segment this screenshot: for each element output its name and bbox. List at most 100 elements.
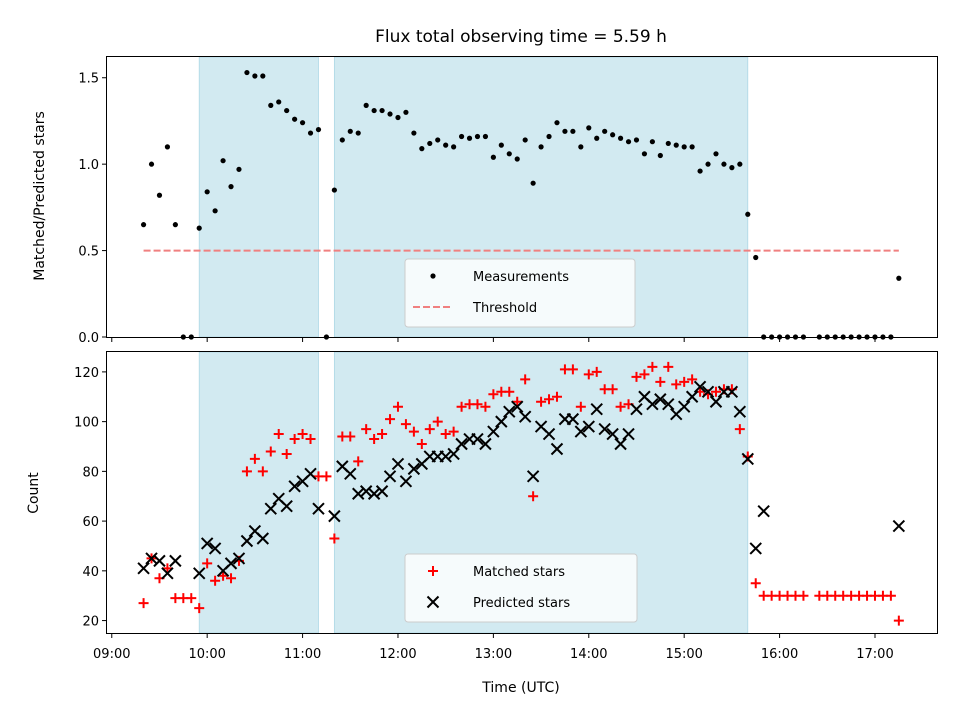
- matched-stars-point: [472, 399, 483, 410]
- predicted-stars-point: [208, 542, 222, 555]
- measurements-point: [212, 208, 218, 214]
- measurements-point: [387, 111, 393, 117]
- count-panel-ylabel: Count: [26, 472, 42, 514]
- measurements-point: [220, 158, 226, 164]
- measurements-point: [530, 180, 536, 186]
- predicted-stars-point: [399, 475, 413, 488]
- matched-stars-point: [504, 386, 515, 397]
- predicted-stars-point: [701, 385, 715, 398]
- matched-stars-point: [377, 429, 388, 440]
- matched-stars-point: [710, 386, 721, 397]
- predicted-stars-point: [391, 457, 405, 471]
- matched-stars-point: [520, 374, 531, 385]
- matched-stars-point: [456, 401, 467, 412]
- predicted-stars-point: [407, 462, 421, 476]
- measurements-point: [649, 139, 655, 145]
- matched-stars-point: [138, 598, 149, 609]
- measurements-point: [307, 130, 314, 136]
- predicted-stars-point: [654, 393, 667, 406]
- measurements-point: [276, 99, 282, 105]
- count-panel-marks: [137, 361, 906, 626]
- count-ytick-label: 100: [74, 416, 99, 431]
- matched-stars-point: [345, 431, 356, 442]
- predicted-stars-point: [892, 519, 906, 533]
- predicted-stars-point: [455, 437, 468, 451]
- predicted-stars-point: [471, 432, 484, 446]
- measurements-point: [196, 225, 202, 231]
- matched-stars-point: [361, 424, 372, 435]
- predicted-stars-point: [606, 427, 619, 441]
- ratio-panel-ylabel: Matched/Predicted stars: [32, 111, 48, 281]
- matched-stars-point: [671, 379, 682, 390]
- matched-stars-point: [369, 434, 380, 445]
- predicted-stars-point: [145, 552, 158, 565]
- measurements-point: [411, 130, 417, 136]
- measurements-point: [458, 133, 465, 140]
- predicted-stars-point: [503, 405, 516, 418]
- predicted-stars-point: [574, 425, 588, 438]
- measurements-point: [363, 102, 369, 108]
- predicted-stars-point: [193, 567, 206, 580]
- ratio-ytick-label: 0.5: [78, 245, 99, 260]
- measurements-point: [657, 152, 663, 159]
- predicted-stars-point: [312, 502, 325, 515]
- predicted-stars-point: [630, 402, 643, 416]
- measurements-point: [347, 128, 353, 134]
- predicted-stars-point: [757, 504, 770, 518]
- measurements-point: [562, 128, 568, 134]
- measurements-point: [331, 187, 337, 193]
- matched-stars-point: [528, 491, 539, 502]
- predicted-stars-point: [526, 470, 540, 483]
- measurements-point: [474, 133, 481, 140]
- count-ytick-label: 120: [74, 366, 99, 381]
- measurements-point: [443, 142, 449, 148]
- measurements-point: [435, 137, 441, 143]
- count-panel-ticks: 20 40 60 80 100 120 09:00 10:00 11:00 12:00 13:00 1…: [74, 366, 894, 662]
- measurements-point: [466, 135, 473, 141]
- predicted-stars-point: [367, 487, 381, 500]
- matched-stars-point: [432, 416, 443, 427]
- measurements-point: [252, 73, 258, 79]
- predicted-stars-point: [137, 562, 150, 575]
- ratio-panel: 0.0 0.5 1.0 1.5 Matched/Predicted stars Mea…: [32, 56, 938, 346]
- matched-stars-point: [798, 590, 809, 601]
- matched-stars-point: [575, 401, 586, 412]
- measurements-point: [633, 137, 640, 143]
- matched-stars-point: [536, 396, 547, 407]
- measurements-point: [665, 140, 671, 147]
- measurements-point: [697, 168, 703, 174]
- measurements-point: [729, 165, 735, 171]
- matched-stars-point: [186, 593, 197, 604]
- matched-stars-point: [734, 424, 745, 435]
- measurements-point: [625, 139, 632, 145]
- legend-matched-stars-label: Matched stars: [473, 565, 565, 580]
- matched-stars-point: [687, 374, 698, 385]
- predicted-stars-point: [662, 398, 675, 411]
- legend-measurements-label: Measurements: [473, 270, 569, 285]
- matched-stars-point: [353, 456, 364, 467]
- xtick-label: 14:00: [570, 647, 607, 662]
- ratio-ytick-label: 0.0: [78, 331, 99, 346]
- matched-stars-point: [591, 366, 602, 377]
- matched-stars-point: [408, 426, 419, 437]
- ratio-panel-legend: Measurements Threshold: [404, 258, 636, 328]
- measurements-point: [156, 192, 163, 198]
- count-observing-span-1: [198, 351, 319, 634]
- matched-stars-point: [448, 426, 459, 437]
- legend-predicted-stars-marker: [426, 595, 440, 609]
- measurements-point: [721, 161, 727, 167]
- measurements-point: [554, 120, 560, 126]
- predicted-stars-point: [288, 480, 301, 493]
- matched-stars-point: [440, 429, 451, 440]
- measurements-point: [339, 137, 345, 143]
- matched-stars-point: [424, 424, 435, 435]
- predicted-stars-point: [495, 415, 508, 428]
- measurements-point: [745, 211, 751, 217]
- measurements-point: [140, 222, 147, 228]
- matched-stars-point: [750, 578, 761, 589]
- legend-predicted-stars-label: Predicted stars: [473, 596, 570, 611]
- predicted-stars-point: [169, 554, 182, 568]
- predicted-stars-point: [511, 400, 524, 413]
- measurements-point: [498, 142, 504, 148]
- count-panel-legend: Matched stars Predicted stars: [404, 553, 638, 623]
